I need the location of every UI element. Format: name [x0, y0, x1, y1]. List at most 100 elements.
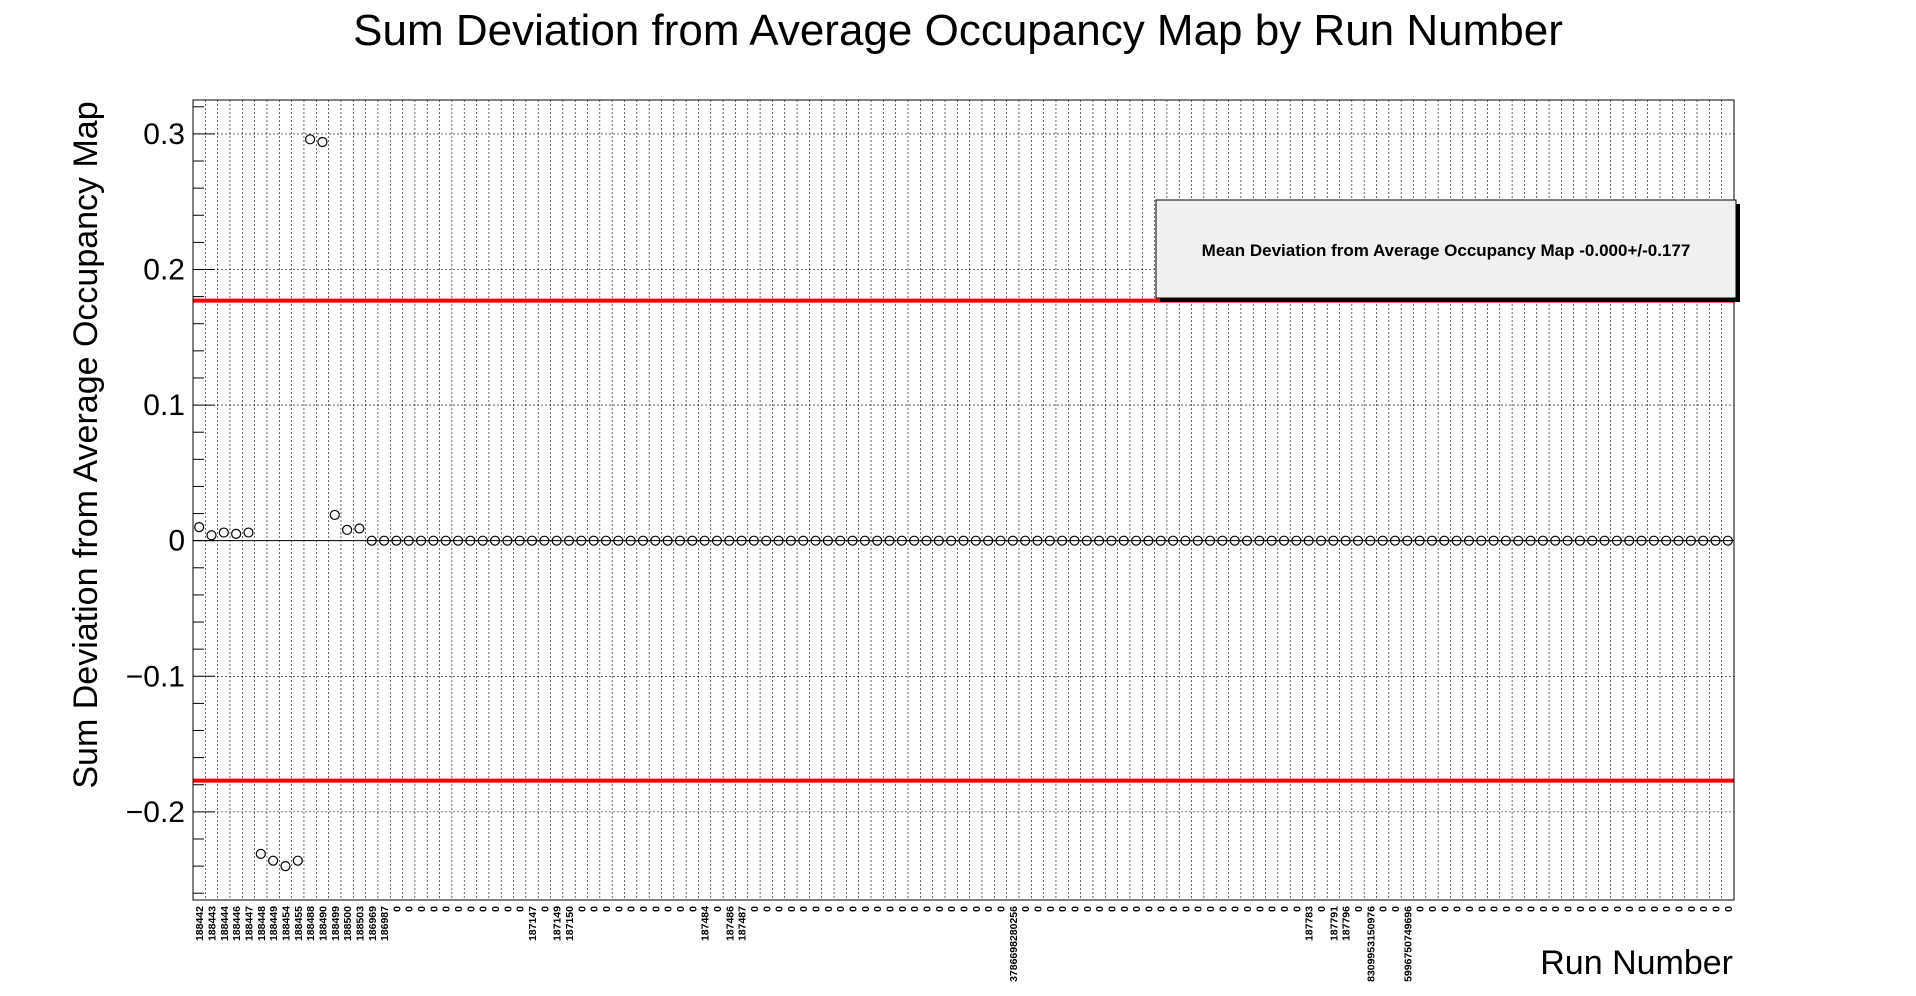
data-point: [415, 535, 427, 546]
data-point: [588, 535, 599, 546]
data-point: [1685, 535, 1696, 546]
x-tick-label: 0: [465, 906, 477, 912]
data-point: [687, 535, 698, 546]
x-tick-label: 0: [1476, 906, 1488, 912]
data-point: [1291, 535, 1302, 546]
x-tick-label: 0: [1217, 906, 1229, 912]
x-tick-label: 0: [478, 906, 490, 912]
x-tick-label: 0: [687, 906, 699, 912]
x-tick-label: 0: [823, 906, 835, 912]
x-tick-label: 0: [515, 906, 527, 912]
x-tick-label: 0: [1563, 906, 1575, 912]
x-tick-label: 0: [872, 906, 884, 912]
data-point: [1414, 535, 1425, 546]
data-point: [391, 535, 402, 546]
data-point: [1057, 535, 1068, 546]
data-point: [946, 535, 957, 546]
data-point: [403, 535, 414, 546]
data-point: [1451, 535, 1462, 546]
x-tick-label: 0: [1649, 906, 1661, 912]
data-point: [1155, 535, 1166, 546]
x-tick-label: 187783: [1304, 906, 1316, 941]
x-tick-label: 0: [786, 906, 798, 912]
data-point: [305, 134, 316, 145]
x-tick-label: 0: [922, 906, 934, 912]
legend-text: Mean Deviation from Average Occupancy Ma…: [1202, 241, 1691, 260]
data-point: [1463, 535, 1475, 546]
x-tick-label: 188490: [317, 906, 329, 941]
x-tick-label: 187487: [737, 906, 749, 941]
x-tick-label: 0: [502, 906, 514, 912]
x-tick-label: 0: [835, 906, 847, 912]
data-point: [662, 535, 673, 546]
x-tick-label: 0: [1279, 906, 1291, 912]
data-point: [822, 535, 833, 546]
data-point: [1303, 535, 1314, 546]
data-point: [1624, 535, 1635, 546]
data-point: [526, 535, 538, 546]
x-tick-label: 188503: [354, 906, 366, 941]
data-point: [489, 535, 501, 546]
data-point: [1229, 535, 1240, 546]
data-point: [576, 535, 587, 546]
x-tick-label: 188500: [342, 906, 354, 941]
data-point: [428, 535, 439, 546]
data-point: [847, 535, 858, 546]
x-tick-label: 0: [1291, 906, 1303, 912]
x-axis-title: Run Number: [1540, 944, 1733, 982]
x-tick-label: 0: [1686, 906, 1698, 912]
x-tick-label: 0: [909, 906, 921, 912]
data-points: [194, 134, 1733, 872]
legend: Mean Deviation from Average Occupancy Ma…: [1155, 199, 1740, 302]
x-tick-label: 0: [934, 906, 946, 912]
x-tick-label: 0: [1723, 906, 1735, 912]
data-point: [983, 535, 994, 546]
data-point: [872, 535, 883, 546]
data-point: [1648, 535, 1659, 546]
data-point: [1525, 535, 1536, 546]
x-tick-label: 0: [1069, 906, 1081, 912]
y-tick-label: 0: [168, 525, 185, 558]
x-tick-label: 0: [1587, 906, 1599, 912]
x-tick-label: 0: [441, 906, 453, 912]
data-point: [785, 535, 797, 546]
data-point: [748, 535, 760, 546]
plot-frame: [192, 99, 1735, 901]
y-tick-label: 0.3: [143, 118, 185, 151]
x-tick-label: 187791: [1328, 906, 1340, 941]
data-point: [958, 535, 969, 546]
x-tick-label: 187147: [527, 906, 539, 941]
x-tick-label: 0: [428, 906, 440, 912]
x-tick-label: 0: [995, 906, 1007, 912]
x-tick-label: 0: [1427, 906, 1439, 912]
data-point: [342, 524, 353, 535]
x-tick-label: 0: [749, 906, 761, 912]
x-tick-label: 187149: [552, 906, 564, 941]
data-point: [761, 535, 772, 546]
data-point: [921, 535, 932, 546]
data-point: [1722, 535, 1733, 546]
x-tick-label: 0: [761, 906, 773, 912]
data-point: [1599, 535, 1610, 546]
data-point: [1537, 535, 1549, 546]
data-point: [1661, 535, 1672, 546]
data-point: [1365, 535, 1376, 546]
data-point: [1389, 535, 1401, 546]
data-point: [1007, 535, 1018, 546]
chart-title: Sum Deviation from Average Occupancy Map…: [353, 6, 1563, 55]
data-point: [1500, 535, 1512, 546]
data-point: [1217, 535, 1228, 546]
x-tick-label: 0: [1600, 906, 1612, 912]
x-tick-label: 0: [1526, 906, 1538, 912]
data-point: [514, 535, 525, 546]
data-point: [1069, 535, 1080, 546]
data-point: [724, 535, 735, 546]
x-tick-label: 187484: [700, 906, 712, 941]
x-tick-label: 0: [1180, 906, 1192, 912]
x-tick-label: 188488: [305, 906, 317, 941]
data-point: [1550, 535, 1561, 546]
data-point: [674, 535, 686, 546]
x-tick-label: 0: [1131, 906, 1143, 912]
x-tick-label: 0: [1094, 906, 1106, 912]
data-point: [1241, 535, 1253, 546]
